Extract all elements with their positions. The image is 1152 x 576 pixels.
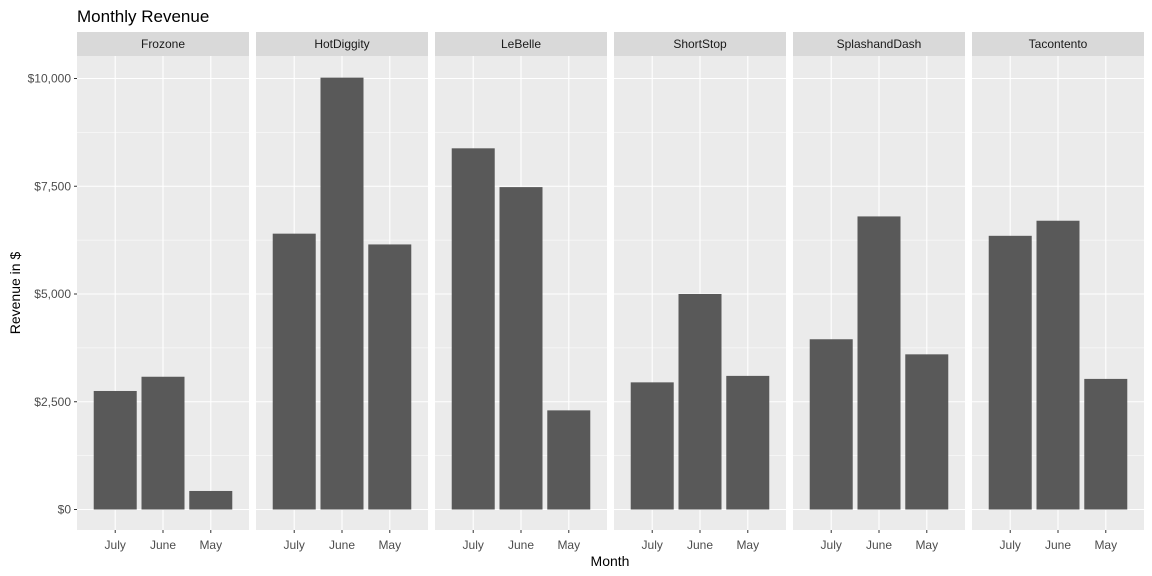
- bar-shortstop-may: [726, 375, 770, 510]
- x-tick-label: June: [508, 538, 534, 552]
- x-tick-label: July: [1000, 538, 1021, 552]
- facet-panel-shortstop: ShortStop July June May: [614, 32, 786, 552]
- x-tick-label: July: [463, 538, 484, 552]
- x-tick-label: July: [284, 538, 305, 552]
- facet-panel-tacontento: Tacontento July June May: [972, 32, 1144, 552]
- x-tick-label: July: [821, 538, 842, 552]
- bar-splashanddash-may: [905, 354, 949, 510]
- y-tick-label: $0: [58, 503, 72, 517]
- facet-strip-label: HotDiggity: [314, 37, 369, 51]
- bar-lebelle-june: [499, 187, 543, 510]
- facet-strip: [793, 32, 965, 56]
- facet-strip: [614, 32, 786, 56]
- facet-strip-label: SplashandDash: [837, 37, 922, 51]
- bar-lebelle-may: [547, 410, 591, 510]
- bar-shortstop-july: [630, 382, 674, 510]
- bar-splashanddash-july: [809, 339, 853, 510]
- x-tick-label: July: [642, 538, 663, 552]
- x-tick-label: May: [378, 538, 401, 552]
- facet-strip-label: ShortStop: [673, 37, 727, 51]
- bar-lebelle-july: [451, 148, 495, 510]
- facet-strip: [256, 32, 428, 56]
- bar-splashanddash-june: [857, 216, 901, 510]
- bar-shortstop-june: [678, 294, 722, 510]
- y-tick-label: $10,000: [28, 72, 72, 86]
- chart-title: Monthly Revenue: [77, 7, 209, 26]
- bar-tacontento-july: [988, 235, 1032, 510]
- x-tick-label: July: [105, 538, 126, 552]
- bar-hotdiggity-may: [368, 244, 412, 510]
- facet-panel-hotdiggity: HotDiggity July June May: [256, 32, 428, 552]
- facet-strip-label: LeBelle: [501, 37, 541, 51]
- facet-strip-label: Tacontento: [1029, 37, 1088, 51]
- x-tick-label: May: [915, 538, 938, 552]
- bar-frozone-may: [189, 490, 233, 510]
- bar-hotdiggity-july: [272, 233, 316, 510]
- facet-strip: [972, 32, 1144, 56]
- x-tick-label: May: [1094, 538, 1117, 552]
- x-tick-label: May: [736, 538, 759, 552]
- facet-strip: [77, 32, 249, 56]
- facet-strip: [435, 32, 607, 56]
- y-axis: $0 $2,500 $5,000 $7,500 $10,000: [28, 72, 77, 517]
- bar-tacontento-june: [1036, 220, 1080, 510]
- facet-strip-label: Frozone: [141, 37, 185, 51]
- facet-panel-frozone: Frozone July June May: [77, 32, 249, 552]
- facet-panel-splashanddash: SplashandDash July June May: [793, 32, 965, 552]
- y-axis-title: Revenue in $: [7, 252, 23, 335]
- x-tick-label: June: [329, 538, 355, 552]
- x-tick-label: June: [687, 538, 713, 552]
- y-tick-label: $2,500: [34, 395, 71, 409]
- bar-hotdiggity-june: [320, 77, 364, 510]
- bar-frozone-july: [93, 390, 137, 510]
- bar-tacontento-may: [1084, 378, 1128, 510]
- facet-panel-lebelle: LeBelle July June May: [435, 32, 607, 552]
- x-tick-label: May: [199, 538, 222, 552]
- x-tick-label: June: [150, 538, 176, 552]
- x-tick-label: June: [866, 538, 892, 552]
- x-tick-label: June: [1045, 538, 1071, 552]
- x-axis-title: Month: [591, 553, 630, 569]
- bar-frozone-june: [141, 376, 185, 510]
- y-tick-label: $7,500: [34, 179, 71, 193]
- x-tick-label: May: [557, 538, 580, 552]
- y-tick-label: $5,000: [34, 287, 71, 301]
